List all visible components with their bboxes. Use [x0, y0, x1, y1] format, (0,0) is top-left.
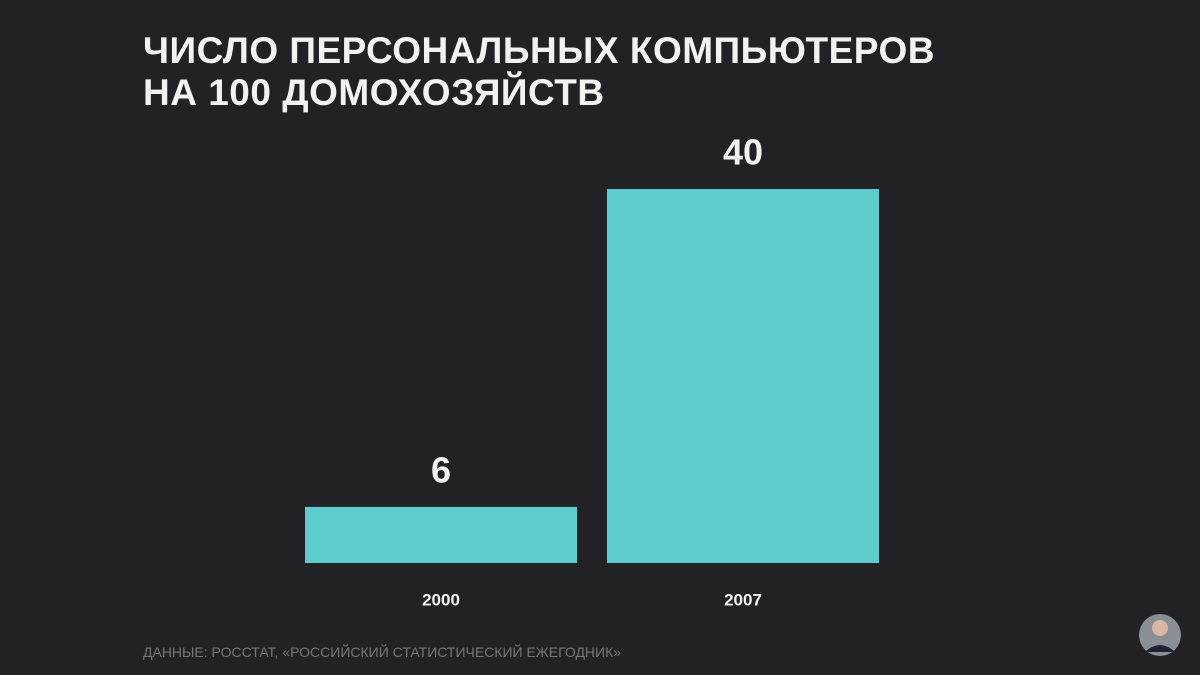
bar [305, 506, 577, 563]
chart-title: ЧИСЛО ПЕРСОНАЛЬНЫХ КОМПЬЮТЕРОВ НА 100 ДО… [143, 30, 935, 113]
source-note: ДАННЫЕ: РОССТАТ, «РОССИЙСКИЙ СТАТИСТИЧЕС… [143, 644, 622, 660]
bar [607, 189, 879, 563]
data-label: 40 [723, 132, 763, 173]
data-label: 6 [431, 449, 451, 490]
x-tick-label: 2007 [724, 590, 762, 609]
avatar [1139, 614, 1181, 656]
avatar-face [1152, 620, 1168, 636]
avatar-body [1145, 645, 1175, 652]
x-tick-label: 2000 [422, 590, 460, 609]
